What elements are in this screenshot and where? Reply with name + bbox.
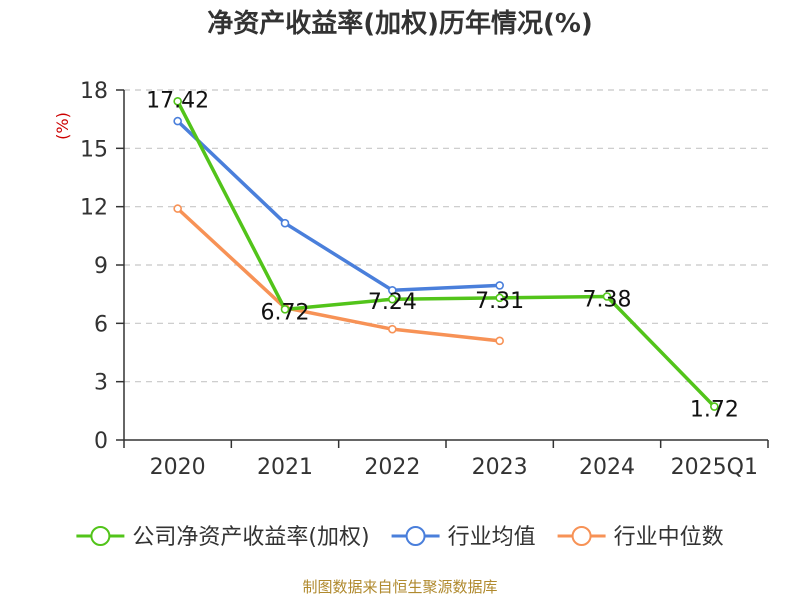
x-tick-label: 2024	[579, 455, 635, 480]
legend-label: 行业均值	[448, 525, 536, 550]
data-label: 7.24	[368, 290, 417, 315]
x-tick-label: 2025Q1	[671, 455, 758, 480]
data-point[interactable]	[173, 204, 182, 213]
data-point[interactable]	[280, 218, 290, 228]
data-point[interactable]	[388, 294, 397, 304]
x-tick-label: 2020	[150, 455, 206, 480]
data-point[interactable]	[602, 292, 612, 301]
legend-item[interactable]: 行业均值	[391, 525, 536, 550]
y-tick-label: 18	[80, 79, 108, 104]
y-tick-label: 6	[94, 312, 108, 337]
grid	[124, 89, 768, 383]
legend-item[interactable]: 公司净资产收益率(加权)	[76, 525, 370, 550]
legend-circle-marker	[405, 526, 426, 546]
series-lines	[173, 96, 719, 411]
legend-item[interactable]: 行业中位数	[557, 525, 724, 550]
data-point[interactable]	[495, 281, 504, 290]
y-tick-label: 3	[94, 371, 108, 396]
data-point[interactable]	[388, 324, 397, 334]
series-line	[176, 100, 716, 408]
data-label: 7.38	[583, 288, 632, 313]
y-tick-label: 9	[94, 254, 108, 279]
data-point[interactable]	[388, 285, 397, 295]
y-tick-label: 15	[80, 137, 108, 162]
legend-label: 公司净资产收益率(加权)	[132, 525, 369, 550]
data-labels: 17.42 6.72 7.24 7.31 7.38 1.72	[146, 88, 739, 422]
y-tick-label: 12	[80, 196, 108, 221]
legend-label: 行业中位数	[614, 525, 724, 550]
chart-title: 净资产收益率(加权)历年情况(%)	[207, 8, 593, 39]
y-axis-label: (%)	[53, 112, 72, 140]
data-point[interactable]	[173, 96, 182, 106]
data-label: 7.31	[475, 289, 524, 314]
data-point[interactable]	[495, 336, 504, 346]
series-line	[176, 207, 500, 343]
y-tick-label: 0	[94, 429, 108, 454]
data-label: 1.72	[690, 398, 739, 423]
legend-circle-marker	[90, 526, 111, 546]
legend-circle-marker	[571, 526, 592, 546]
axes: 0 3 6 9 12 15 18 2020 2021 2022 2023 2024 2025Q1	[80, 79, 769, 480]
series-line	[176, 119, 500, 293]
data-point[interactable]	[495, 293, 504, 303]
x-tick-label: 2023	[472, 455, 528, 480]
data-label: 6.72	[261, 300, 310, 325]
data-point[interactable]	[280, 305, 290, 314]
source-note: 制图数据来自恒生聚源数据库	[302, 578, 497, 596]
data-point[interactable]	[173, 116, 182, 126]
legend[interactable]: 公司净资产收益率(加权) 行业均值 行业中位数	[76, 525, 724, 550]
x-tick-label: 2021	[257, 455, 313, 480]
data-label: 17.42	[146, 88, 209, 113]
data-point[interactable]	[710, 402, 719, 411]
x-tick-label: 2022	[364, 455, 420, 480]
